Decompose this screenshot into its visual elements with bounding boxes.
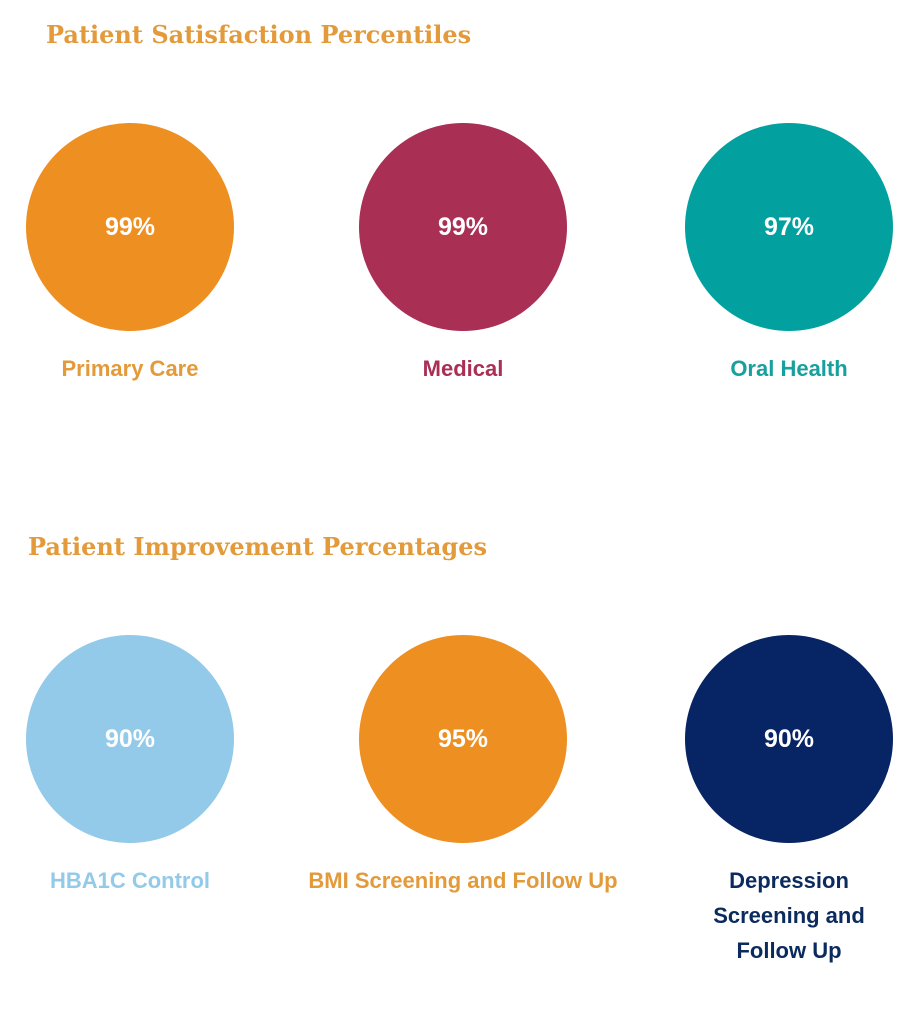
- stat-label: Medical: [422, 356, 504, 381]
- stat-label: HBA1C Control: [49, 868, 211, 893]
- stat-label: Oral Health: [730, 356, 848, 381]
- stat-circle: 90%: [685, 635, 893, 843]
- stat-circle: 99%: [26, 123, 234, 331]
- stat-primary-care: 99% Primary Care: [20, 123, 240, 386]
- stat-value: 99%: [104, 212, 156, 241]
- stat-value: 99%: [437, 212, 489, 241]
- stat-value: 97%: [763, 212, 815, 241]
- stat-label: Primary Care: [61, 356, 199, 381]
- improvement-title: Patient Improvement Percentages: [28, 532, 487, 561]
- satisfaction-title: Patient Satisfaction Percentiles: [46, 20, 472, 49]
- stat-oral-health: 97% Oral Health: [679, 123, 899, 386]
- stat-circle: 99%: [359, 123, 567, 331]
- stat-medical: 99% Medical: [353, 123, 573, 386]
- stat-depression-screening: 90% Depression Screening and Follow Up: [679, 635, 899, 968]
- stat-bmi-screening: 95% BMI Screening and Follow Up: [283, 635, 643, 898]
- stat-label: Depression Screening and Follow Up: [713, 868, 865, 963]
- stat-circle: 97%: [685, 123, 893, 331]
- stat-label: BMI Screening and Follow Up: [308, 868, 618, 893]
- stat-hba1c-control: 90% HBA1C Control: [20, 635, 240, 898]
- stat-value: 95%: [437, 724, 489, 753]
- stat-circle: 90%: [26, 635, 234, 843]
- stat-circle: 95%: [359, 635, 567, 843]
- stat-value: 90%: [763, 724, 815, 753]
- stat-value: 90%: [104, 724, 156, 753]
